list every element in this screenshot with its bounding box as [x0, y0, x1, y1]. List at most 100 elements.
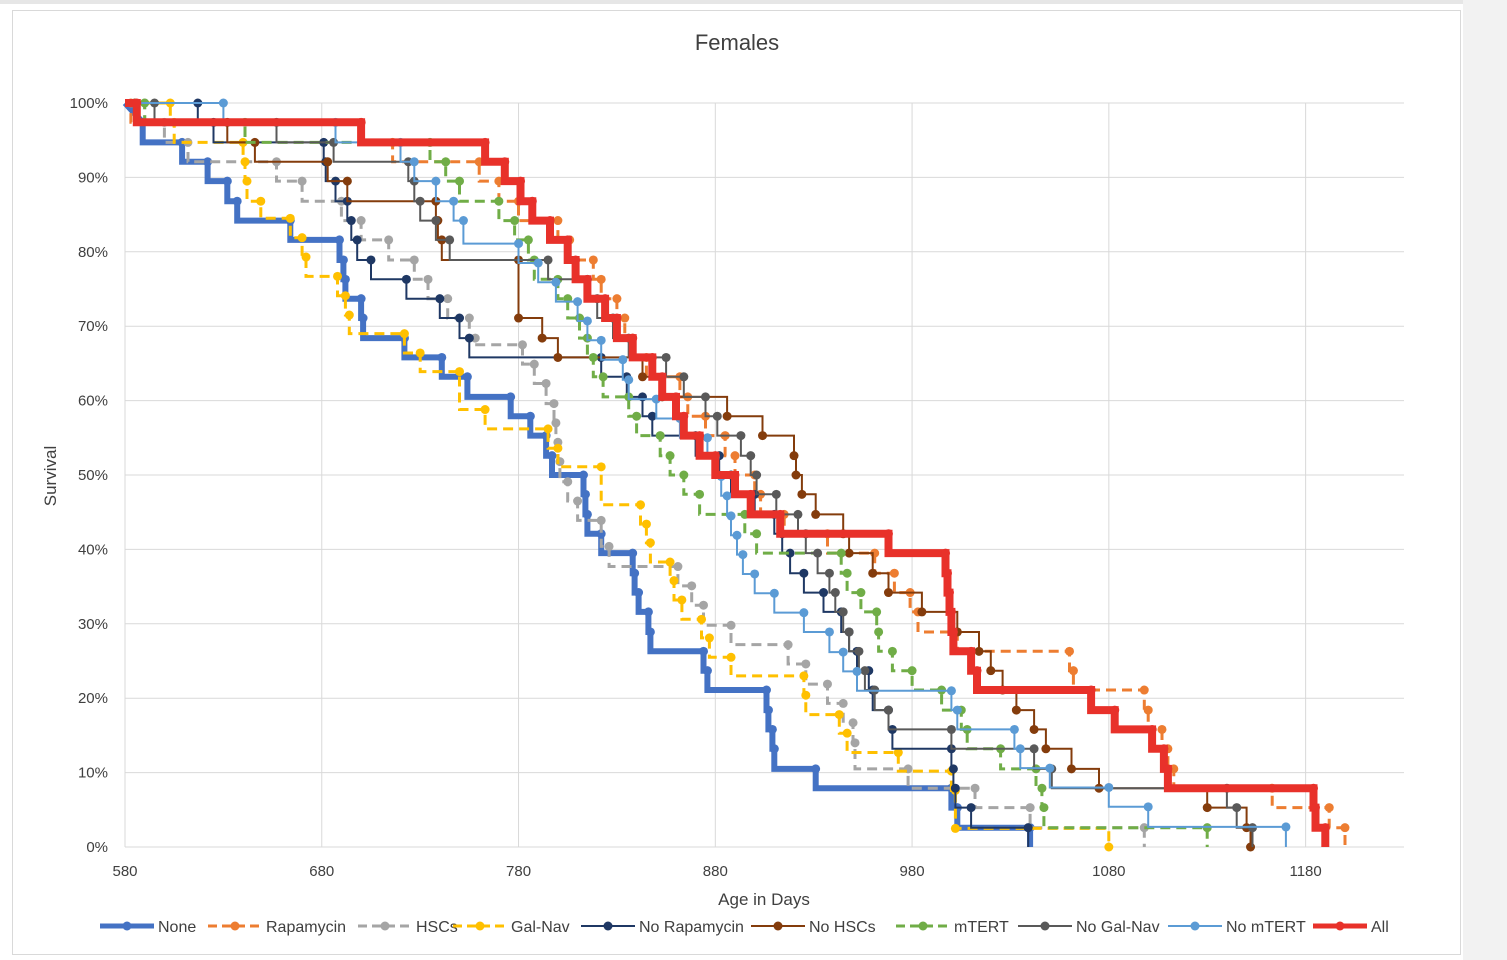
legend-marker [1040, 921, 1050, 931]
data-point-hscs [673, 562, 683, 572]
data-point-mtert [441, 157, 451, 167]
data-point-mtert [836, 548, 846, 558]
data-point-gal-nav [596, 462, 606, 472]
data-point-all [966, 646, 976, 656]
data-point-none [580, 489, 590, 499]
data-point-none [437, 352, 447, 362]
data-point-mtert [907, 666, 917, 676]
data-point-hscs [384, 235, 394, 245]
data-point-all [571, 255, 581, 265]
data-point-hscs [356, 216, 366, 226]
data-point-all [563, 235, 573, 245]
data-point-hscs [838, 698, 848, 708]
data-point-none [582, 509, 592, 519]
data-point-no-gal-nav [543, 255, 553, 265]
data-point-gal-nav [704, 633, 714, 643]
data-point-all [972, 666, 982, 676]
data-point-gal-nav [636, 500, 646, 510]
data-point-no-hscs [514, 313, 524, 323]
data-point-no-mtert [732, 530, 742, 540]
data-point-mtert [887, 646, 897, 656]
data-point-hscs [563, 477, 573, 487]
data-point-no-rapamycin [950, 783, 960, 793]
data-point-gal-nav [697, 614, 707, 624]
data-point-no-gal-nav [736, 431, 746, 441]
data-point-no-mtert [449, 196, 459, 206]
data-point-all [500, 157, 510, 167]
data-point-hscs [970, 783, 980, 793]
data-point-no-mtert [431, 176, 441, 186]
x-tick-label: 1180 [1289, 863, 1321, 880]
y-tick-label: 90% [78, 169, 108, 186]
data-point-no-rapamycin [401, 274, 411, 284]
data-point-gal-nav [669, 576, 679, 586]
data-point-none [358, 313, 368, 323]
data-point-none [334, 235, 344, 245]
data-point-hscs [726, 620, 736, 630]
data-point-rapamycin [553, 216, 563, 226]
legend-item-no-gal-nav: No Gal-Nav [1018, 919, 1160, 936]
series-all [125, 98, 1330, 847]
data-point-hscs [549, 399, 559, 409]
data-point-no-hscs [1011, 705, 1021, 715]
y-tick-label: 70% [78, 318, 108, 335]
data-point-no-mtert [824, 627, 834, 637]
data-point-no-mtert [799, 608, 809, 618]
data-point-all [1159, 744, 1169, 754]
legend-label: HSCs [416, 919, 458, 936]
data-point-all [612, 313, 622, 323]
y-tick-label: 30% [78, 616, 108, 633]
data-point-no-mtert [218, 98, 228, 108]
series-mtert [125, 98, 1212, 847]
data-point-all [746, 489, 756, 499]
data-point-mtert [872, 607, 882, 617]
data-point-no-rapamycin [455, 313, 465, 323]
data-point-no-rapamycin [799, 568, 809, 578]
data-point-none [547, 451, 557, 461]
data-point-mtert [752, 529, 762, 539]
data-point-none [203, 157, 213, 167]
data-point-gal-nav [455, 367, 465, 377]
data-point-gal-nav [297, 233, 307, 243]
data-point-no-hscs [986, 666, 996, 676]
legend-item-no-rapamycin: No Rapamycin [581, 919, 744, 936]
data-point-no-gal-nav [1029, 744, 1039, 754]
data-point-no-mtert [769, 588, 779, 598]
data-point-no-hscs [1029, 724, 1039, 734]
legend-marker [230, 921, 240, 931]
data-point-all [1147, 724, 1157, 734]
data-point-gal-nav [480, 405, 490, 415]
data-point-all [1308, 783, 1318, 793]
data-point-gal-nav [285, 213, 295, 223]
data-point-all [941, 548, 951, 558]
data-point-mtert [523, 235, 533, 245]
data-point-all [1086, 685, 1096, 695]
data-point-no-gal-nav [824, 568, 834, 578]
data-point-hscs [573, 496, 583, 506]
data-point-no-gal-nav [830, 588, 840, 598]
legend-item-gal-nav: Gal-Nav [453, 919, 570, 936]
data-point-all [1310, 803, 1320, 813]
data-point-none [232, 196, 242, 206]
data-point-rapamycin [1143, 705, 1153, 715]
data-point-none [763, 705, 773, 715]
data-point-gal-nav [665, 557, 675, 567]
data-point-no-gal-nav [700, 392, 710, 402]
data-point-hscs [1139, 823, 1149, 833]
data-point-hscs [464, 313, 474, 323]
legend-item-rapamycin: Rapamycin [208, 919, 346, 936]
data-point-all [710, 451, 720, 461]
data-point-no-gal-nav [445, 235, 455, 245]
data-point-all [1163, 764, 1173, 774]
data-point-hscs [848, 718, 858, 728]
data-point-no-mtert [722, 491, 732, 501]
data-point-rapamycin [1064, 646, 1074, 656]
legend-item-hscs: HSCs [358, 919, 458, 936]
data-point-all [1320, 823, 1330, 833]
legend-label: mTERT [954, 919, 1009, 936]
data-point-no-hscs [811, 509, 821, 519]
y-tick-label: 80% [78, 244, 108, 261]
data-point-mtert [1037, 783, 1047, 793]
data-point-gal-nav [256, 196, 266, 206]
data-point-no-gal-nav [883, 705, 893, 715]
